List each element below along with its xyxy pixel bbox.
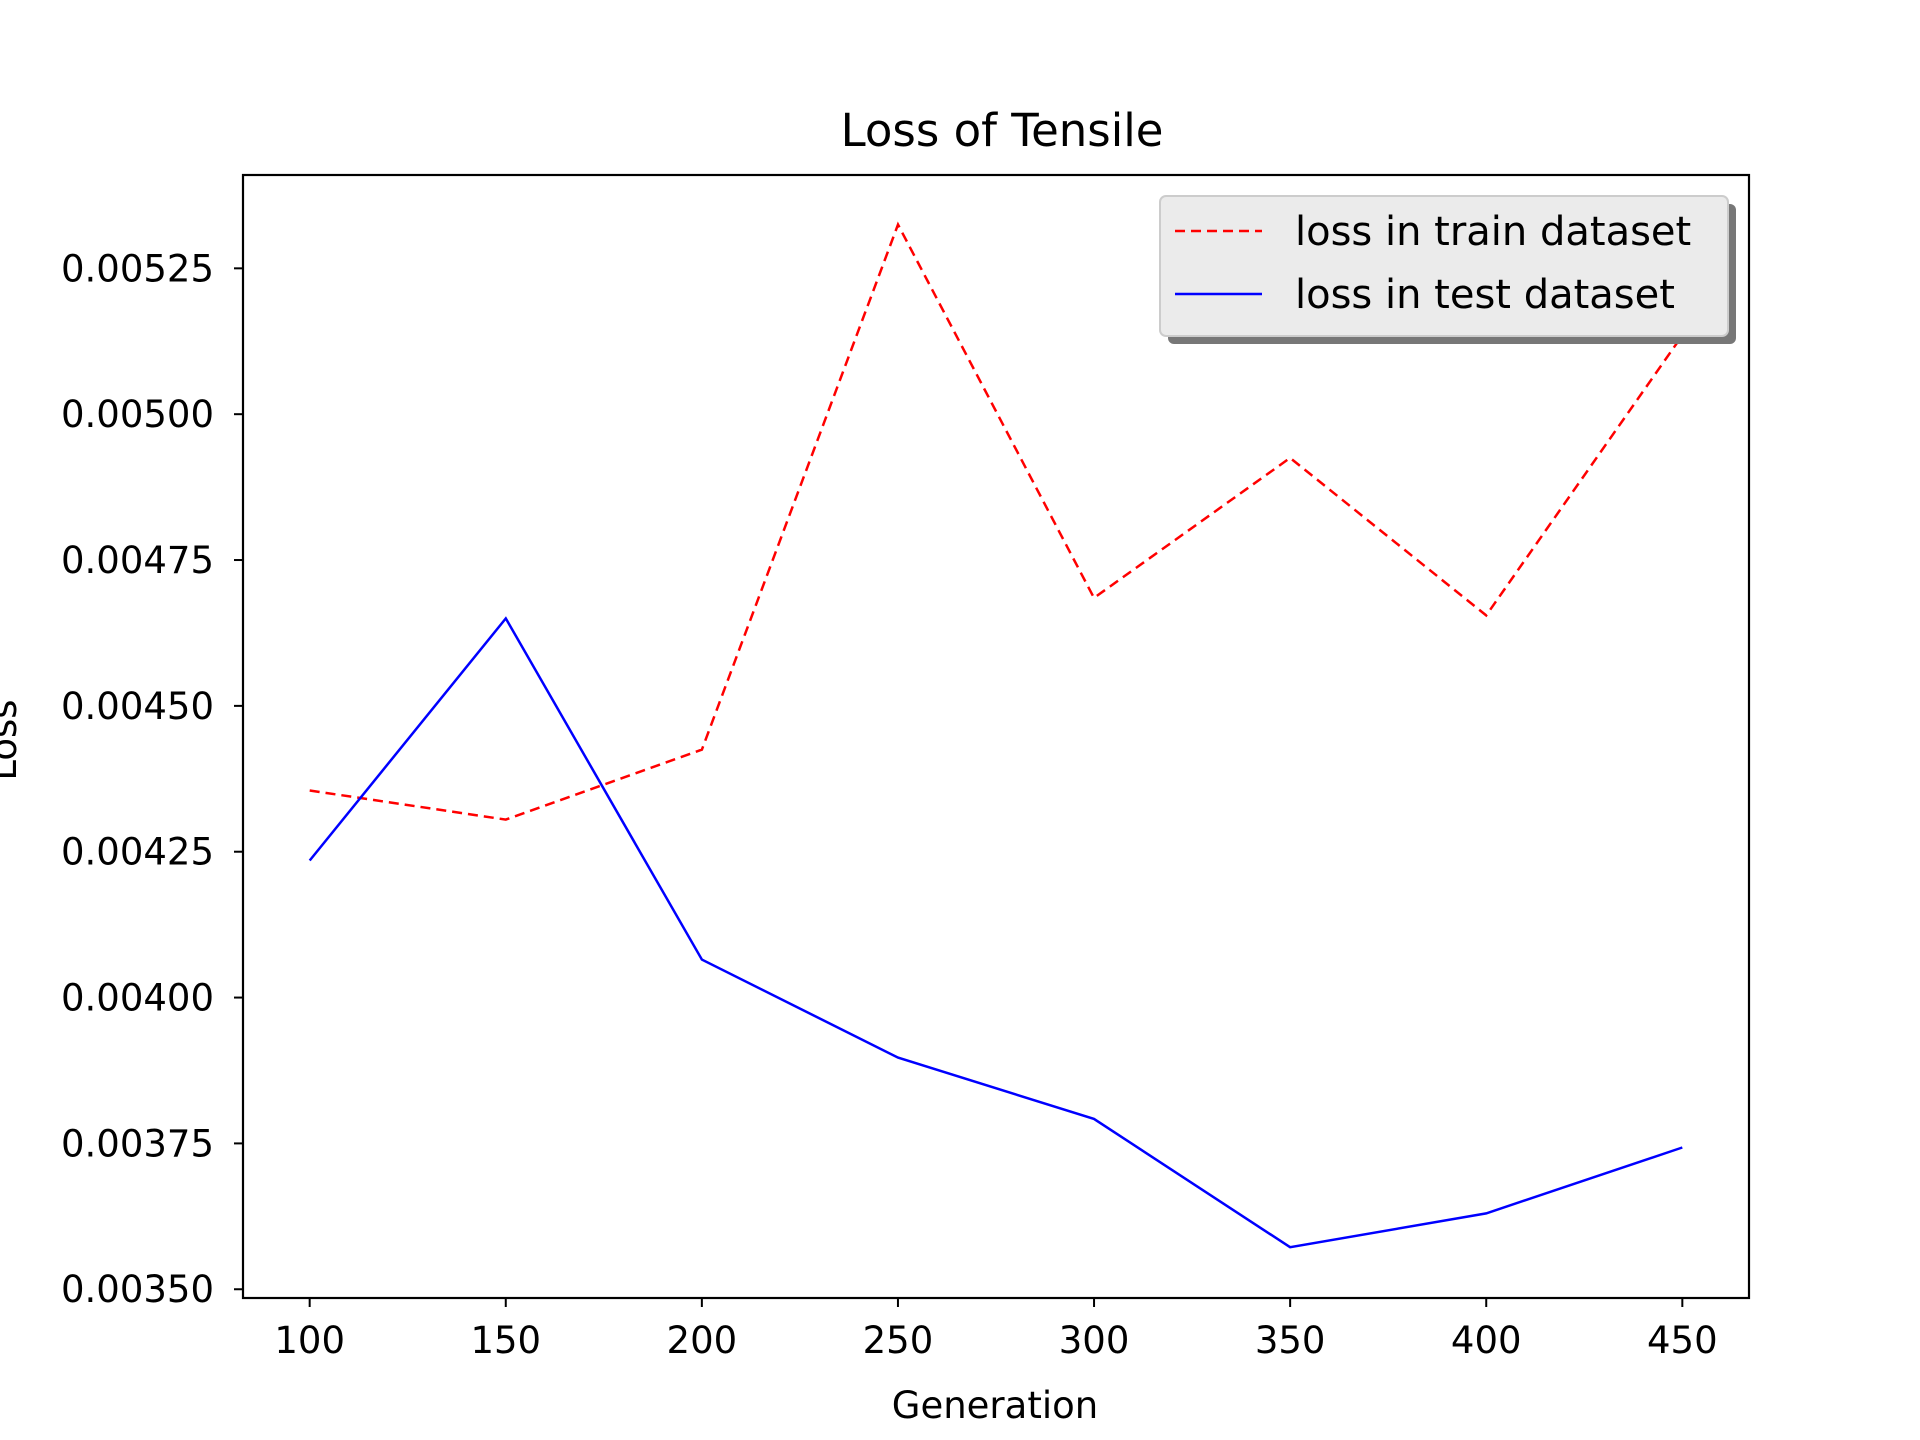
x-tick-label: 300: [1059, 1319, 1130, 1362]
legend-label-test: loss in test dataset: [1295, 272, 1675, 318]
x-tick-label: 200: [667, 1319, 738, 1362]
x-axis: 100 150 200 250 300 350 400 450: [274, 1298, 1718, 1362]
series-line-train: [309, 221, 1684, 821]
plot-frame: [241, 173, 1751, 1300]
legend-box: [1159, 195, 1729, 337]
data-point-train: [309, 789, 311, 791]
series-layer: [308, 221, 1684, 1249]
legend-label-train: loss in train dataset: [1295, 209, 1691, 255]
data-point-train: [701, 749, 703, 751]
x-tick-label: 150: [470, 1319, 541, 1362]
data-point-train: [1093, 597, 1095, 599]
data-point-test: [1681, 1146, 1683, 1148]
data-point-train: [897, 224, 899, 226]
y-axis: 0.00350 0.00375 0.00400 0.00425 0.00450 0.004…: [61, 247, 243, 1311]
data-point-train: [1485, 614, 1487, 616]
y-tick-label: 0.00400: [61, 977, 214, 1020]
y-axis-label: Loss: [0, 699, 25, 780]
series-line-test: [308, 616, 1683, 1249]
data-point-test: [1289, 1246, 1291, 1248]
x-tick-label: 450: [1647, 1319, 1718, 1362]
legend: loss in train dataset loss in test datas…: [1159, 195, 1736, 344]
x-tick-label: 250: [863, 1319, 934, 1362]
y-tick-label: 0.00500: [61, 393, 214, 436]
y-tick-label: 0.00525: [61, 247, 214, 290]
y-tick-label: 0.00350: [61, 1268, 214, 1311]
data-point-train: [1289, 457, 1291, 459]
x-axis-label: Generation: [892, 1384, 1098, 1427]
chart-title: Loss of Tensile: [841, 104, 1164, 157]
data-point-test: [1485, 1212, 1487, 1214]
data-point-test: [701, 959, 703, 961]
y-tick-label: 0.00450: [61, 685, 214, 728]
x-tick-label: 400: [1451, 1319, 1522, 1362]
x-tick-label: 350: [1255, 1319, 1326, 1362]
y-tick-label: 0.00425: [61, 831, 214, 874]
data-point-train: [505, 819, 507, 821]
data-point-test: [897, 1057, 899, 1059]
x-tick-label: 100: [274, 1319, 345, 1362]
data-point-test: [505, 617, 507, 619]
data-point-test: [309, 859, 311, 861]
data-point-test: [1093, 1118, 1095, 1120]
y-tick-label: 0.00375: [61, 1122, 214, 1165]
y-tick-label: 0.00475: [61, 539, 214, 582]
